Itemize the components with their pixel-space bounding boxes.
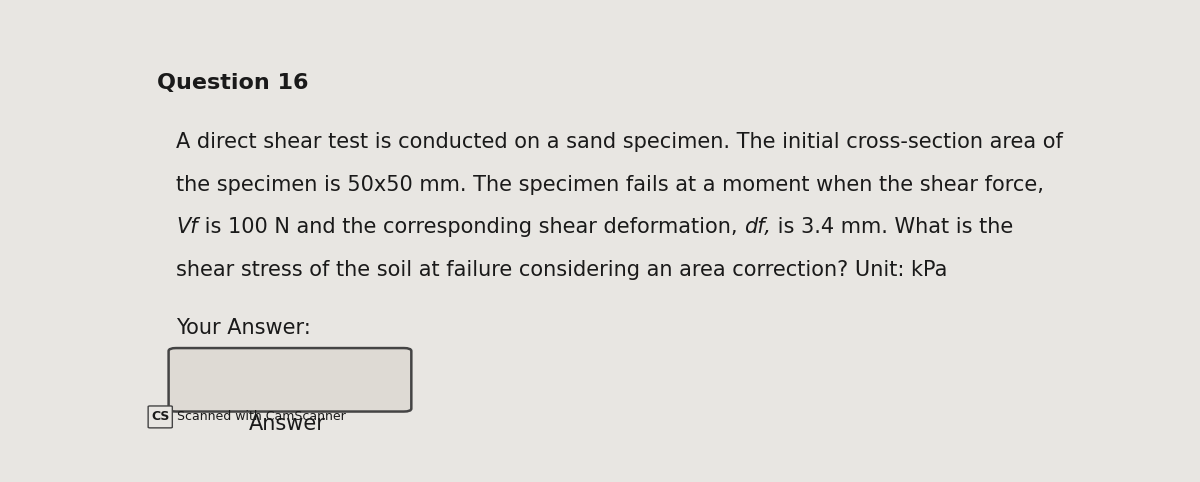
Text: is 100 N and the corresponding shear deformation,: is 100 N and the corresponding shear def… — [198, 217, 744, 238]
FancyBboxPatch shape — [168, 348, 412, 412]
Text: the specimen is 50x50 mm. The specimen fails at a moment when the shear force,: the specimen is 50x50 mm. The specimen f… — [176, 175, 1044, 195]
Text: Your Answer:: Your Answer: — [176, 318, 311, 337]
Text: df,: df, — [744, 217, 770, 238]
Text: Question 16: Question 16 — [157, 73, 308, 93]
Text: A direct shear test is conducted on a sand specimen. The initial cross-section a: A direct shear test is conducted on a sa… — [176, 132, 1063, 152]
Text: shear stress of the soil at failure considering an area correction? Unit: kPa: shear stress of the soil at failure cons… — [176, 260, 948, 280]
Text: Answer: Answer — [250, 414, 326, 434]
Text: CS: CS — [151, 410, 169, 423]
Text: Scanned with CamScanner: Scanned with CamScanner — [173, 410, 346, 423]
FancyBboxPatch shape — [148, 406, 173, 428]
Text: is 3.4 mm. What is the: is 3.4 mm. What is the — [770, 217, 1013, 238]
Text: Vf: Vf — [176, 217, 198, 238]
